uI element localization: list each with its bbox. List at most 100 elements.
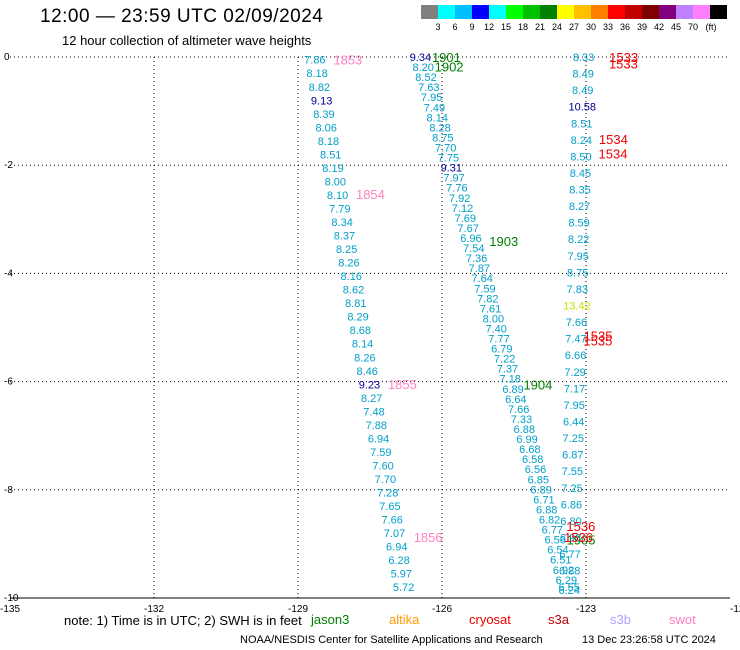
wave-height-value: 8.19	[322, 163, 343, 175]
footer-timestamp: 13 Dec 23:26:58 UTC 2024	[582, 634, 716, 646]
wave-height-value: 7.25	[563, 433, 584, 445]
pass-time-label: 1901	[432, 50, 461, 65]
wave-height-value: 7.17	[564, 383, 585, 395]
wave-height-value: 8.34	[331, 217, 352, 229]
wave-height-value: 7.29	[564, 367, 585, 379]
pass-time-label: 1853	[333, 53, 362, 68]
color-swatch	[557, 5, 574, 19]
color-swatch	[574, 5, 591, 19]
wave-height-value: 7.82	[477, 293, 498, 305]
wave-height-value: 6.77	[542, 525, 563, 537]
wave-height-value: 8.14	[427, 112, 448, 124]
color-scale-label: 9	[469, 22, 475, 32]
wave-height-value: 9.34	[410, 52, 431, 64]
color-scale-legend: 3 6 9 12 15 18 21 24 27 30 33 36 39 42 45 70 (ft)	[421, 5, 729, 35]
wave-height-value: 8.18	[306, 68, 327, 80]
color-scale-label: 39	[636, 22, 647, 32]
wave-height-value: 7.66	[382, 515, 403, 527]
wave-height-value: 8.51	[320, 149, 341, 161]
wave-height-value: 6.87	[562, 450, 583, 462]
wave-height-value: 8.25	[336, 244, 357, 256]
wave-height-value: 7.70	[375, 474, 396, 486]
color-swatch	[710, 5, 727, 19]
wave-height-value: 7.66	[566, 317, 587, 329]
wave-height-value: 8.46	[356, 366, 377, 378]
satellite-legend-item: swot	[669, 612, 696, 627]
wave-height-value: 8.75	[432, 132, 453, 144]
wave-height-value: 7.33	[511, 414, 532, 426]
wave-height-value: 6.88	[559, 566, 580, 578]
wave-height-value: 6.28	[388, 555, 409, 567]
wave-height-value: 7.79	[329, 203, 350, 215]
wave-height-value: 7.59	[474, 283, 495, 295]
color-scale-label: 21	[534, 22, 545, 32]
wave-height-value: 7.77	[488, 334, 509, 346]
wave-height-value: 8.10	[327, 190, 348, 202]
wave-height-value: 7.69	[455, 213, 476, 225]
wave-height-value: 7.70	[435, 142, 456, 154]
wave-height-value: 6.94	[368, 433, 389, 445]
wave-height-value: 6.68	[519, 444, 540, 456]
y-tick-label: -8	[4, 485, 13, 496]
wave-height-value: 7.22	[494, 354, 515, 366]
wave-height-value: 6.85	[528, 474, 549, 486]
wave-height-value: 9.31	[441, 163, 462, 175]
wave-height-value: 7.88	[366, 420, 387, 432]
wave-height-value: 7.66	[508, 404, 529, 416]
color-swatch	[693, 5, 710, 19]
wave-height-value: 7.40	[485, 323, 506, 335]
wave-height-value: 8.75	[567, 267, 588, 279]
wave-height-value: 7.07	[384, 528, 405, 540]
wave-height-value: 7.37	[497, 364, 518, 376]
x-tick-label: -120	[730, 604, 740, 615]
pass-time-label: 1535	[584, 328, 613, 343]
color-scale-label: 6	[452, 22, 458, 32]
wave-height-value: 5.97	[391, 569, 412, 581]
wave-height-value: 8.33	[573, 52, 594, 64]
wave-height-value: 8.29	[347, 312, 368, 324]
color-swatch	[472, 5, 489, 19]
wave-height-value: 7.95	[567, 251, 588, 263]
color-swatch	[523, 5, 540, 19]
y-tick-label: -10	[4, 593, 19, 604]
wave-height-value: 8.81	[345, 298, 366, 310]
wave-height-value: 6.66	[565, 350, 586, 362]
wave-height-value: 7.18	[500, 374, 521, 386]
wave-height-value: 8.27	[361, 393, 382, 405]
wave-height-value: 7.47	[565, 334, 586, 346]
wave-height-value: 7.64	[471, 273, 492, 285]
wave-height-value: 7.65	[379, 501, 400, 513]
note-text: note: 1) Time is in UTC; 2) SWH is in fe…	[64, 613, 302, 628]
color-scale-label: 3	[435, 22, 441, 32]
wave-height-value: 7.55	[562, 466, 583, 478]
wave-height-value: 6.80	[560, 516, 581, 528]
pass-time-label: 1855	[388, 377, 417, 392]
wave-height-value: 7.12	[452, 203, 473, 215]
wave-height-value: 6.56	[544, 535, 565, 547]
wave-height-value: 6.88	[514, 424, 535, 436]
pass-time-label: 1904	[523, 378, 552, 393]
color-scale-label: 15	[500, 22, 511, 32]
wave-height-value: 8.52	[415, 72, 436, 84]
color-scale-label: 42	[653, 22, 664, 32]
wave-height-value: 8.49	[572, 85, 593, 97]
wave-height-value: 8.82	[309, 82, 330, 94]
wave-height-value: 6.29	[556, 575, 577, 587]
pass-time-label: 1905	[567, 532, 596, 547]
satellite-legend-item: jason3	[311, 612, 350, 627]
wave-height-value: 7.95	[421, 92, 442, 104]
wave-height-value: 6.77	[559, 549, 580, 561]
wave-height-value: 7.95	[563, 400, 584, 412]
wave-height-value: 6.44	[563, 416, 584, 428]
wave-height-value: 8.39	[313, 109, 334, 121]
wave-height-value: 6.58	[522, 454, 543, 466]
wave-height-value: 6.92	[553, 565, 574, 577]
wave-height-value: 8.62	[343, 285, 364, 297]
color-scale-label: 18	[517, 22, 528, 32]
wave-height-value: 7.59	[370, 447, 391, 459]
satellite-legend-item: cryosat	[469, 612, 511, 627]
pass-time-label: 1536	[566, 519, 595, 534]
wave-height-value: 7.92	[449, 193, 470, 205]
x-tick-label: -132	[144, 604, 164, 615]
color-scale-label: 33	[602, 22, 613, 32]
